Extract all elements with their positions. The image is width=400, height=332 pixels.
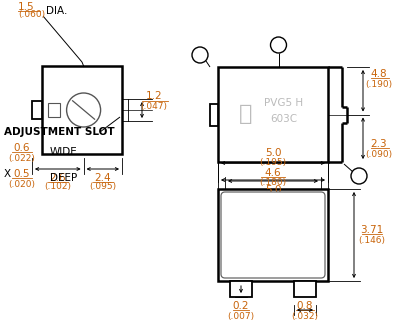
Text: 1.5: 1.5 — [18, 2, 35, 12]
Text: DEEP: DEEP — [50, 173, 77, 183]
Text: (.190): (.190) — [366, 79, 392, 89]
Text: (.047): (.047) — [140, 103, 168, 112]
FancyBboxPatch shape — [221, 192, 325, 278]
Circle shape — [192, 47, 208, 63]
Text: (.180): (.180) — [260, 178, 286, 187]
Text: (.095): (.095) — [89, 183, 116, 192]
Text: (.146): (.146) — [358, 235, 386, 244]
Circle shape — [351, 168, 367, 184]
Text: 3: 3 — [356, 171, 362, 181]
Bar — [42, 66, 122, 154]
Text: 4.6: 4.6 — [265, 168, 281, 178]
Text: 0.5: 0.5 — [14, 169, 30, 179]
Circle shape — [66, 93, 101, 127]
Text: 2.4: 2.4 — [94, 173, 111, 183]
Text: 4.8: 4.8 — [371, 69, 387, 79]
Text: 2.6: 2.6 — [50, 173, 66, 183]
Text: 5.0: 5.0 — [265, 185, 281, 195]
Bar — [230, 281, 252, 297]
Text: (.195): (.195) — [260, 158, 286, 168]
Text: 0.6: 0.6 — [14, 143, 30, 153]
Circle shape — [270, 37, 286, 53]
Text: 3.71: 3.71 — [360, 225, 384, 235]
Text: 603C: 603C — [270, 114, 298, 124]
Text: 0.8: 0.8 — [297, 301, 313, 311]
Bar — [48, 103, 60, 117]
Bar — [294, 281, 316, 297]
Text: (.020): (.020) — [8, 180, 36, 189]
Text: (.007): (.007) — [228, 311, 254, 320]
Text: (.060): (.060) — [18, 11, 45, 20]
Text: 0.2: 0.2 — [233, 301, 249, 311]
Text: PVG5 H: PVG5 H — [264, 98, 304, 108]
Text: WIDE: WIDE — [50, 147, 78, 157]
Bar — [218, 67, 328, 162]
Bar — [32, 101, 42, 119]
Text: 2: 2 — [197, 50, 203, 60]
Text: (.090): (.090) — [366, 150, 392, 159]
Text: (.102): (.102) — [44, 183, 71, 192]
Text: DIA.: DIA. — [46, 6, 67, 16]
Text: ADJUSTMENT SLOT: ADJUSTMENT SLOT — [4, 127, 115, 137]
Text: 2.3: 2.3 — [371, 139, 387, 149]
Bar — [218, 189, 328, 281]
Text: X: X — [4, 169, 11, 179]
Text: (.032): (.032) — [292, 311, 318, 320]
Text: 1.2: 1.2 — [146, 91, 162, 101]
Bar — [210, 104, 218, 125]
Text: 1: 1 — [275, 40, 282, 50]
Text: 5.0: 5.0 — [265, 148, 281, 158]
Text: Ⓑ: Ⓑ — [239, 105, 253, 124]
Text: (.022): (.022) — [8, 153, 36, 162]
Text: (.195): (.195) — [260, 195, 286, 204]
